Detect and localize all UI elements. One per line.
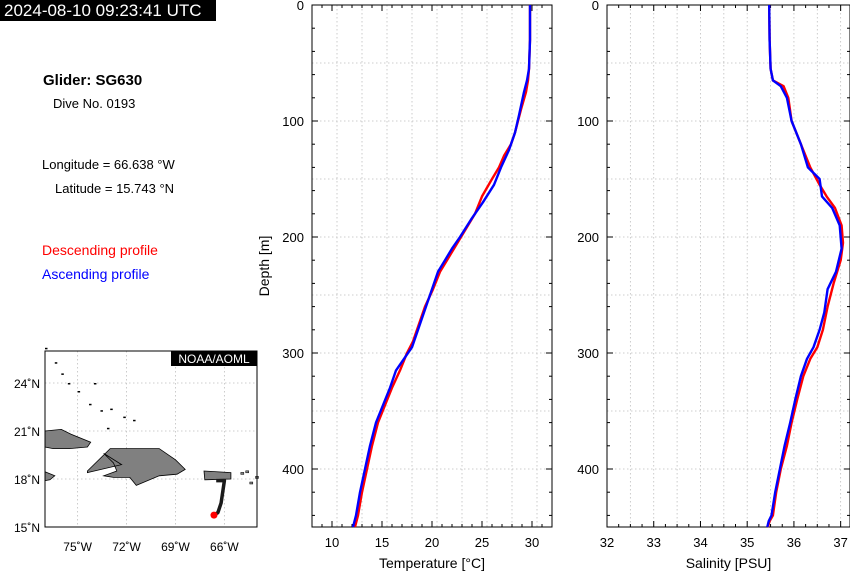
grid (607, 5, 850, 527)
map-lat-label: 24˚N (14, 377, 40, 391)
salinity-plot: 32 33 34 35 36 37 0 100 200 300 400 Salinity [PSU] (577, 0, 850, 571)
y-axis-label: Depth [m] (256, 236, 272, 297)
y-tick-label: 200 (577, 230, 599, 245)
bahamas-island-shape (110, 408, 113, 411)
glider-position-marker (210, 511, 218, 519)
x-tick-label: 10 (325, 535, 339, 550)
x-tick-label: 37 (833, 535, 847, 550)
plot-frame (311, 4, 553, 528)
ascending-profile-line (351, 5, 532, 528)
x-tick-label: 30 (525, 535, 539, 550)
y-tick-label: 300 (282, 346, 304, 361)
y-tick-label: 100 (282, 114, 304, 129)
x-tick-label: 36 (787, 535, 801, 550)
x-tick-label: 33 (646, 535, 660, 550)
y-tick-label: 200 (282, 230, 304, 245)
y-tick-label: 400 (282, 462, 304, 477)
noaa-badge (171, 351, 257, 366)
hispaniola-shape (87, 448, 186, 486)
latitude-readout: Latitude = 15.743 °N (55, 181, 175, 196)
small-island-shape (240, 472, 245, 475)
x-tick-label: 15 (375, 535, 389, 550)
x-tick-label: 32 (600, 535, 614, 550)
bahamas-island-shape (133, 419, 136, 422)
y-tick-label: 400 (577, 462, 599, 477)
x-tick-label: 25 (475, 535, 489, 550)
bahamas-island-shape (54, 362, 58, 364)
x-tick-label: 35 (740, 535, 754, 550)
map-lon-label: 69˚W (161, 540, 190, 554)
map-lon-label: 75˚W (63, 540, 92, 554)
bahamas-island-shape (100, 410, 103, 412)
y-tick-label: 300 (577, 346, 599, 361)
bahamas-island-shape (106, 427, 110, 430)
y-tick-label: 0 (592, 0, 599, 13)
x-tick-label: 20 (425, 535, 439, 550)
bahamas-island-shape (77, 391, 81, 393)
y-tick-label: 0 (297, 0, 304, 13)
x-tick-label: 34 (693, 535, 707, 550)
map-frame (44, 350, 258, 528)
bahamas-island-shape (61, 373, 64, 375)
bahamas-island-shape (123, 416, 126, 419)
tick-marks (311, 4, 553, 527)
map-lon-label: 72˚W (112, 540, 141, 554)
legend-ascending: Ascending profile (42, 266, 150, 282)
dive-number: Dive No. 0193 (53, 96, 136, 111)
x-axis-label: Temperature [°C] (379, 555, 485, 571)
noaa-badge-label: NOAA/AOML (178, 352, 250, 366)
descending-profile-line (766, 4, 845, 528)
legend-descending: Descending profile (42, 242, 158, 258)
bahamas-island-shape (89, 403, 92, 406)
glider-name: Glider: SG630 (43, 72, 143, 89)
longitude-readout: Longitude = 66.638 °W (42, 157, 175, 172)
plot-frame (606, 4, 850, 528)
bahamas-island-shape (45, 347, 48, 350)
x-axis-label: Salinity [PSU] (686, 555, 772, 571)
location-map: NOAA/AOML 24˚N 21˚N 18˚N 15˚N 75˚W 72˚W 69˚W 66˚… (14, 347, 259, 554)
bahamas-island-shape (67, 383, 71, 385)
small-island-shape (249, 481, 254, 485)
map-lat-label: 21˚N (14, 425, 40, 439)
puerto-rico-shape (203, 470, 232, 481)
ascending-profile-line (766, 4, 843, 528)
timestamp-banner: 2024-08-10 09:23:41 UTC (0, 0, 216, 21)
tick-marks (606, 4, 850, 527)
map-lon-label: 66˚W (210, 540, 239, 554)
cuba-shape (44, 428, 92, 450)
bahamas-island-shape (93, 383, 97, 385)
grid (312, 5, 552, 527)
map-lat-label: 15˚N (14, 521, 40, 535)
map-lat-label: 18˚N (14, 473, 40, 487)
y-tick-label: 100 (577, 114, 599, 129)
small-island-shape (245, 470, 249, 474)
